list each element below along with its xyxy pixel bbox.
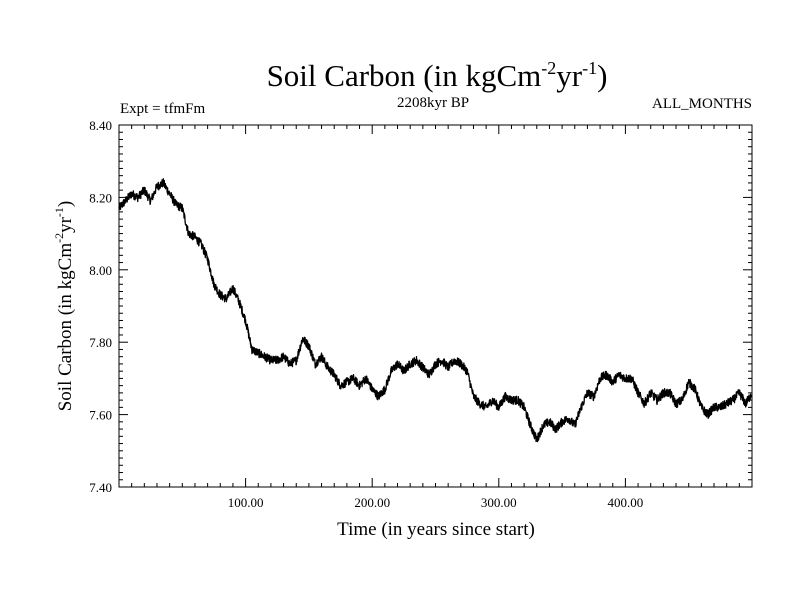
y-tick-label: 7.80 bbox=[89, 335, 112, 350]
series-line-soil-carbon bbox=[118, 178, 753, 443]
chart-title-end: ) bbox=[597, 58, 607, 93]
subtitle-experiment: Expt = tfmFm bbox=[120, 101, 205, 117]
y-axis-title-sup2: -1 bbox=[52, 207, 66, 217]
y-tick-label: 7.40 bbox=[89, 480, 112, 495]
series-layer bbox=[118, 178, 753, 443]
chart-title-sup2: -1 bbox=[582, 58, 597, 78]
y-axis-ticks: 7.40 7.60 7.80 8.00 8.20 8.40 bbox=[89, 118, 752, 495]
x-tick-label: 400.00 bbox=[608, 495, 644, 510]
x-axis-title: Time (in years since start) bbox=[337, 519, 535, 540]
chart-title-sup1: -2 bbox=[541, 58, 556, 78]
y-axis-title-end: ) bbox=[55, 201, 76, 207]
x-axis-ticks: 100.00 200.00 300.00 400.00 bbox=[228, 125, 644, 510]
x-tick-label: 300.00 bbox=[481, 495, 517, 510]
chart-title-main: Soil Carbon (in kgCm bbox=[267, 58, 542, 93]
plot-frame bbox=[118, 124, 753, 488]
minor-ticks bbox=[119, 125, 752, 487]
y-axis-title-mid: yr bbox=[55, 216, 76, 233]
x-tick-label: 100.00 bbox=[228, 495, 264, 510]
chart-title-mid: yr bbox=[556, 58, 583, 93]
y-tick-label: 8.40 bbox=[89, 118, 112, 133]
subtitle-months: ALL_MONTHS bbox=[652, 96, 752, 112]
y-axis-title: Soil Carbon (in kgCm-2yr-1) bbox=[52, 201, 76, 412]
y-axis-title-sup1: -2 bbox=[52, 233, 66, 243]
y-tick-label: 8.00 bbox=[89, 263, 112, 278]
x-tick-label: 200.00 bbox=[354, 495, 390, 510]
subtitle-period: 2208kyr BP bbox=[397, 95, 469, 111]
y-tick-label: 7.60 bbox=[89, 408, 112, 423]
chart-title: Soil Carbon (in kgCm-2yr-1) bbox=[267, 58, 608, 93]
y-tick-label: 8.20 bbox=[89, 190, 112, 205]
y-axis-title-main: Soil Carbon (in kgCm bbox=[55, 243, 76, 412]
